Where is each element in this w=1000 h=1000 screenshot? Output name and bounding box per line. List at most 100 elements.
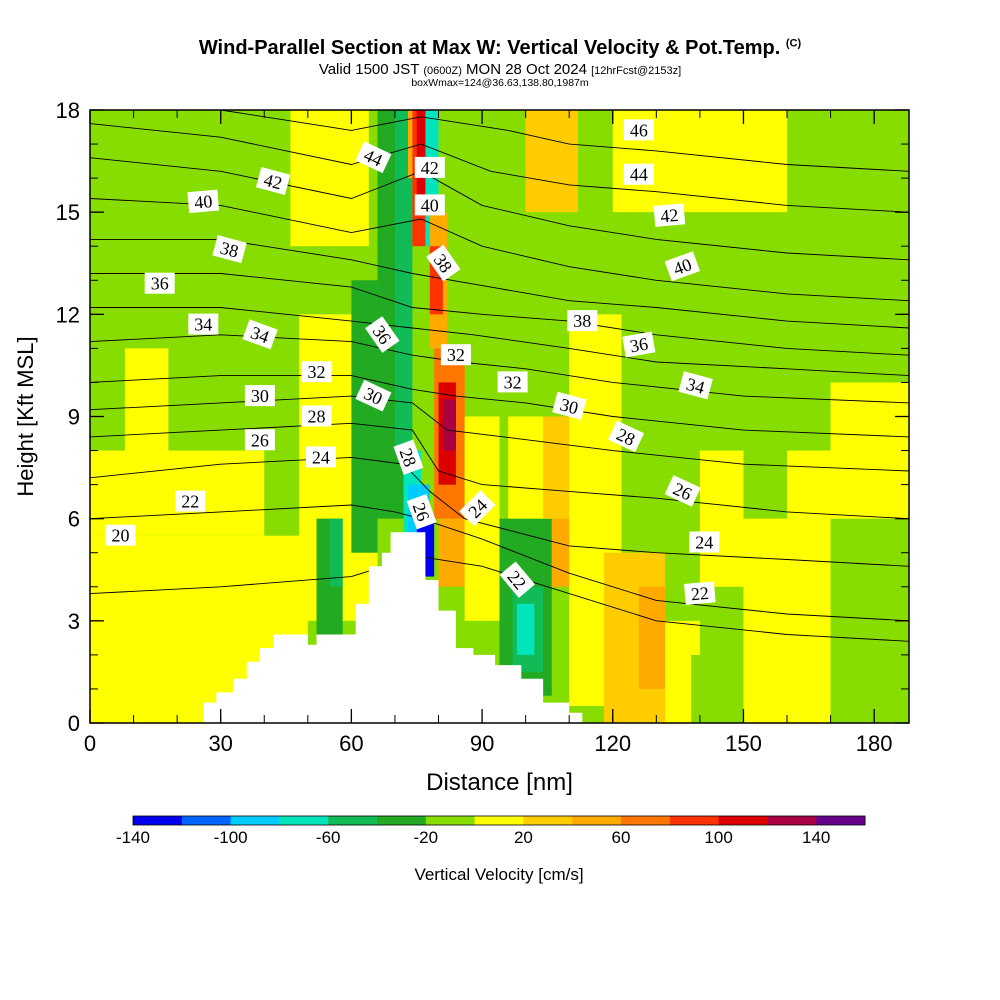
colorbar-swatch [181, 816, 231, 825]
colorbar-tick-label: -60 [316, 828, 341, 847]
contour-label: 30 [244, 385, 275, 407]
contour-label-text: 28 [308, 407, 326, 427]
contour-label: 38 [212, 235, 247, 264]
contour-label-text: 40 [671, 254, 695, 279]
colorbar-swatch [328, 816, 378, 825]
contour-label-text: 40 [421, 195, 439, 215]
contour-label-text: 38 [218, 238, 241, 262]
x-tick-label: 60 [339, 731, 363, 756]
contour-label-box [305, 446, 336, 468]
contour-label-box [242, 319, 278, 350]
contour-label-box [144, 272, 175, 294]
contour-label-box [355, 379, 392, 412]
forecast-info: [12hrFcst@2153z] [591, 65, 682, 77]
velocity-cell [329, 518, 343, 587]
contour-label-text: 36 [628, 334, 649, 357]
isentrope-26 [90, 422, 909, 520]
contour-label-text: 36 [151, 274, 169, 294]
colorbar-label: Vertical Velocity [cm/s] [414, 865, 583, 884]
x-tick-label: 150 [725, 731, 762, 756]
contour-label-text: 32 [504, 372, 522, 392]
contour-label: 32 [301, 361, 332, 383]
box-info: boxWmax=124@36.63,138.80,1987m [411, 77, 589, 89]
colorbar-frame [132, 815, 866, 826]
isentrope-22 [90, 504, 909, 622]
x-tick-label: 120 [594, 731, 631, 756]
contour-label: 32 [497, 371, 528, 393]
velocity-cell [691, 654, 718, 723]
contour-label-box [622, 331, 656, 358]
contour-label-box [414, 156, 445, 178]
contour-label-text: 40 [193, 191, 213, 212]
contour-label: 28 [301, 405, 332, 427]
valid-prefix: Valid 1500 JST [318, 61, 420, 78]
colorbar-swatch [718, 816, 768, 825]
contour-label-text: 30 [251, 386, 269, 406]
colorbar-swatch [474, 816, 524, 825]
contour-label-box [255, 166, 291, 196]
contour-label-box [355, 141, 392, 174]
contour-label: 22 [683, 581, 716, 605]
contour-label-box [175, 490, 206, 512]
colorbar-tick-label: 100 [704, 828, 732, 847]
contour-label-box [653, 203, 686, 227]
y-tick-label: 3 [68, 609, 80, 634]
contour-label-text: 38 [573, 311, 591, 331]
contour-label-box [607, 420, 645, 453]
y-tick-label: 15 [56, 200, 80, 225]
x-axis-label: Distance [nm] [426, 769, 573, 796]
contour-label: 24 [305, 446, 336, 468]
isentrope-38 [90, 238, 909, 329]
contour-label: 40 [187, 189, 220, 214]
velocity-cell [290, 110, 369, 247]
velocity-cell [124, 348, 169, 451]
colorbar: -140 -100 -60 -20 20 60 100 140 Vertical Velocit… [116, 815, 866, 884]
colorbar-tick-label: 140 [802, 828, 830, 847]
x-tick-label: 180 [856, 731, 893, 756]
colorbar-tick-label: 20 [514, 828, 533, 847]
isentrope-24 [90, 456, 909, 567]
colorbar-tick-label: 60 [612, 828, 631, 847]
valid-time-line: Valid 1500 JST (0600Z) MON 28 Oct 2024 [… [0, 61, 1000, 78]
contour-label-box [440, 344, 471, 366]
copyright-mark: (C) [785, 37, 802, 50]
contour-label: 22 [175, 490, 206, 512]
colorbar-swatch [230, 816, 280, 825]
colorbar-swatch [572, 816, 622, 825]
velocity-cell [516, 603, 535, 655]
contour-label: 26 [244, 429, 275, 451]
isentrope-40 [90, 198, 909, 302]
x-tick-label: 0 [84, 731, 96, 756]
velocity-cell [525, 110, 578, 213]
colorbar-swatch [621, 816, 671, 825]
contour-label-text: 34 [194, 315, 212, 335]
contour-label-text: 30 [558, 394, 581, 418]
colorbar-swatch [669, 816, 719, 825]
contour-label: 42 [255, 166, 291, 196]
contour-label-box [497, 371, 528, 393]
contour-label-text: 42 [660, 205, 680, 226]
colorbar-swatch [279, 816, 329, 825]
contour-label: 36 [144, 272, 175, 294]
contour-label-box [301, 361, 332, 383]
valid-date: MON 28 Oct 2024 [466, 61, 587, 78]
velocity-cell [442, 399, 456, 451]
contour-label-box [393, 439, 424, 475]
colorbar-tick-label: -100 [214, 828, 248, 847]
isentrope-20 [90, 555, 909, 642]
contour-label-box [678, 371, 713, 400]
contour-label-box [365, 316, 400, 353]
contour-label-text: 28 [396, 446, 421, 470]
vertical-velocity-field [90, 110, 909, 723]
colorbar-swatch [523, 816, 573, 825]
colorbar-swatch [377, 816, 427, 825]
contour-label-box [664, 251, 701, 282]
contour-label-text: 46 [630, 120, 648, 140]
contour-label: 40 [414, 194, 445, 216]
contour-label: 34 [188, 313, 219, 335]
contour-label: 20 [105, 524, 136, 546]
terrain [90, 532, 909, 723]
isentrope-36 [90, 273, 909, 356]
contour-label-text: 22 [690, 583, 710, 604]
